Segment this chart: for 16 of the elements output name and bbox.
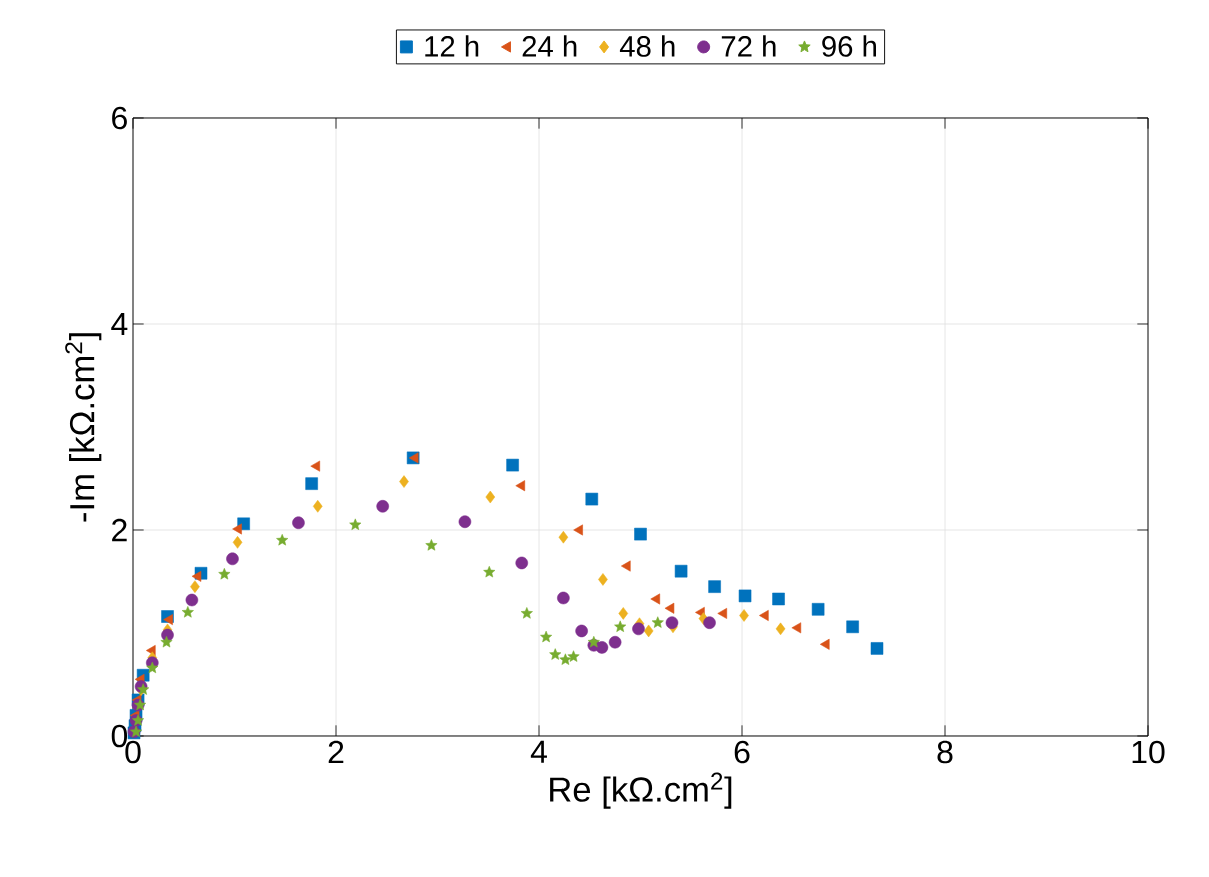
x-tick-label: 6 (734, 740, 750, 764)
legend-label: 96 h (822, 35, 876, 57)
legend-label: 48 h (619, 35, 675, 57)
y-axis-title: -Im [kΩ.cm$^{2}$] (65, 333, 102, 522)
x-tick-label: 10 (1132, 740, 1165, 764)
y-tick-label: 0 (111, 724, 128, 748)
legend-label: 72 h (721, 35, 776, 57)
legend-label: 24 h (522, 35, 577, 57)
legend-label: 12 h (425, 35, 479, 57)
x-tick-label: 2 (328, 740, 344, 764)
x-tick-label: 8 (937, 740, 953, 764)
x-tick-label: 4 (530, 740, 547, 763)
y-tick-label: 4 (111, 312, 128, 335)
y-tick-label: 2 (112, 518, 127, 542)
y-tick-label: 6 (112, 106, 127, 130)
x-axis-title: Re [kΩ.cm$^{2}$] (550, 772, 732, 809)
